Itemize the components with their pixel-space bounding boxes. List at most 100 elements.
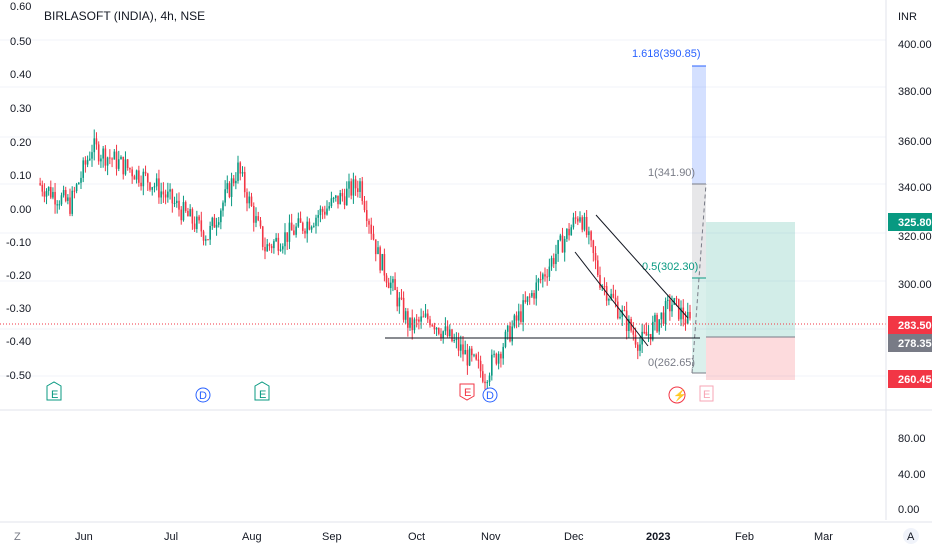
left-tick: -0.10 xyxy=(6,237,31,249)
earnings-icon[interactable]: E xyxy=(254,381,270,401)
candle-body xyxy=(326,208,328,215)
dividend-icon[interactable]: D xyxy=(195,387,211,403)
svg-text:⚡: ⚡ xyxy=(673,389,687,402)
candle-body xyxy=(171,189,174,204)
candle-body xyxy=(374,239,377,255)
candle-body xyxy=(616,301,619,319)
auto-scale-button[interactable] xyxy=(903,528,919,544)
candle-body xyxy=(270,246,273,249)
candle-body xyxy=(252,206,255,223)
candle-body xyxy=(64,189,67,201)
candle-body xyxy=(310,226,313,230)
candle-body xyxy=(124,159,127,175)
earnings-icon[interactable]: E xyxy=(46,381,62,401)
candle-body xyxy=(539,279,542,281)
candle-body xyxy=(243,172,246,193)
candle-body xyxy=(284,232,286,247)
candle-body xyxy=(149,182,151,190)
badge-entry xyxy=(888,334,932,352)
candle-body xyxy=(232,178,235,184)
candle-body xyxy=(58,204,61,206)
candle-body xyxy=(75,184,78,192)
candle-body xyxy=(352,179,355,196)
time-tick: 2023 xyxy=(646,531,670,543)
candle-body xyxy=(381,254,384,271)
dividend-icon[interactable]: D xyxy=(482,387,498,403)
left-tick: 0.40 xyxy=(10,69,31,81)
event-markers[interactable]: E D E E D ⚡ E xyxy=(46,381,714,404)
candle-body xyxy=(511,326,513,342)
candle-body xyxy=(370,224,373,234)
earnings-icon[interactable]: E xyxy=(459,383,475,401)
chart-title: BIRLASOFT (INDIA), 4h, NSE xyxy=(44,9,205,23)
candle-body xyxy=(433,325,436,330)
candle-body xyxy=(62,189,65,196)
long-position-tool[interactable] xyxy=(706,222,795,380)
candle-body xyxy=(109,157,111,159)
candle-body xyxy=(193,223,196,230)
candle-body xyxy=(95,138,98,145)
candle-body xyxy=(133,176,136,180)
candle-body xyxy=(337,195,339,205)
candle-body xyxy=(579,217,581,222)
time-tick: Nov xyxy=(481,531,501,543)
candle-body xyxy=(548,266,551,277)
candle-body xyxy=(167,191,169,198)
candle-body xyxy=(660,312,663,320)
candle-body xyxy=(409,317,411,328)
candle-body xyxy=(666,299,669,302)
candle-body xyxy=(479,360,482,372)
candle-body xyxy=(102,148,104,159)
candle-body xyxy=(468,348,471,366)
candle-body xyxy=(643,331,646,333)
candle-body xyxy=(117,159,120,169)
candle-body xyxy=(82,160,84,178)
candle-body xyxy=(570,227,573,236)
candle-body xyxy=(509,325,511,342)
trendlines[interactable] xyxy=(385,214,700,347)
candle-body xyxy=(315,217,317,226)
candle-body xyxy=(574,217,577,219)
candle-body xyxy=(415,319,418,321)
candle-body xyxy=(599,274,601,288)
right-tick: 300.00 xyxy=(898,279,932,291)
candle-body xyxy=(78,182,80,185)
auto-scale-label[interactable]: A xyxy=(907,531,915,543)
candle-body xyxy=(222,202,224,211)
candle-body xyxy=(435,327,438,330)
scale-toggle-left[interactable]: Z xyxy=(14,531,21,543)
candle-body xyxy=(550,258,553,267)
right-tick: 340.00 xyxy=(898,182,932,194)
candle-body xyxy=(449,329,451,337)
candle-body xyxy=(115,151,118,169)
split-icon[interactable]: ⚡ xyxy=(668,386,687,404)
candle-body xyxy=(365,210,368,221)
svg-text:D: D xyxy=(199,390,207,402)
candle-body xyxy=(645,331,648,336)
candle-body xyxy=(654,314,656,322)
candle-body xyxy=(91,152,93,159)
candle-body xyxy=(438,327,440,334)
candle-body xyxy=(273,241,275,249)
candle-body xyxy=(457,339,460,351)
candle-body xyxy=(126,159,129,169)
candle-body xyxy=(444,326,447,332)
candle-body xyxy=(259,220,262,227)
candle-body xyxy=(557,240,559,254)
candle-body xyxy=(497,353,500,364)
candle-body xyxy=(200,220,203,232)
candle-body xyxy=(462,344,464,355)
candle-body xyxy=(363,201,366,211)
candle-body xyxy=(160,191,162,198)
candle-body xyxy=(261,226,264,247)
candle-body xyxy=(377,247,379,255)
candle-body xyxy=(56,204,58,206)
candle-body xyxy=(69,197,71,214)
badge-text: 260.45 xyxy=(898,374,932,386)
time-tick: Jul xyxy=(164,531,178,543)
candle-body xyxy=(639,344,641,351)
fib-extension-tool[interactable]: 1.618(390.85) 1(341.90) 0.5(302.30) 0(26… xyxy=(632,48,707,374)
earnings-icon[interactable]: E xyxy=(699,385,714,402)
candle-body xyxy=(207,239,209,241)
